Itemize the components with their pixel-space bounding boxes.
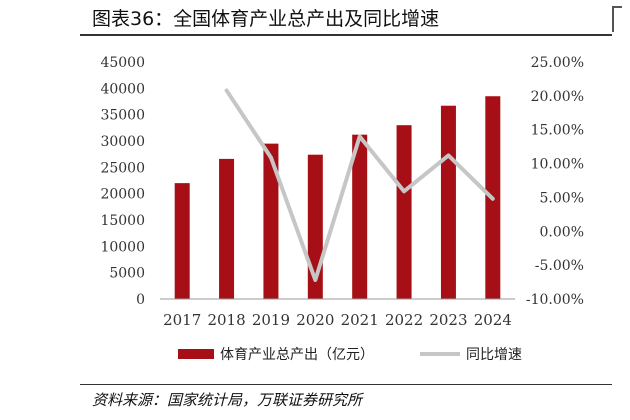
x-tick-label: 2024: [474, 311, 512, 329]
x-axis: 2017 2018 2019 2020 2021 2022 2023 2024: [163, 311, 512, 329]
right-axis: -10.00% -5.00% 0.00% 5.00% 10.00% 15.00% 20.00…: [526, 55, 584, 308]
bar: [396, 125, 412, 299]
x-tick-label: 2023: [429, 311, 467, 329]
right-tick-label: 5.00%: [540, 190, 584, 206]
left-tick-label: 25000: [100, 160, 145, 176]
left-axis: 0 5000 10000 15000 20000 25000 30000 35000 40000…: [100, 55, 145, 308]
chart-canvas: 0 5000 10000 15000 20000 25000 30000 35000 40000…: [100, 55, 584, 363]
bar: [440, 105, 456, 299]
left-tick-label: 0: [136, 292, 145, 308]
left-tick-label: 30000: [100, 134, 145, 150]
x-tick-label: 2017: [163, 311, 201, 329]
bar: [219, 158, 235, 299]
source-note: 资料来源：国家统计局，万联证券研究所: [92, 391, 363, 409]
left-tick-label: 45000: [100, 55, 145, 71]
right-tick-label: 10.00%: [531, 157, 584, 173]
left-tick-label: 5000: [109, 266, 145, 282]
legend-bar-label: 体育产业总产出（亿元）: [220, 347, 374, 363]
x-tick-label: 2018: [207, 311, 245, 329]
left-tick-label: 40000: [100, 81, 145, 97]
corner-mark: [612, 6, 622, 32]
right-tick-label: 15.00%: [531, 123, 584, 139]
x-tick-label: 2021: [341, 311, 379, 329]
bar: [263, 143, 279, 299]
legend: 体育产业总产出（亿元） 同比增速: [178, 347, 522, 363]
right-tick-label: -10.00%: [526, 292, 584, 308]
title-divider: [80, 34, 612, 36]
x-tick-label: 2022: [385, 311, 423, 329]
bar-series: [174, 96, 501, 299]
x-tick-label: 2019: [252, 311, 290, 329]
line-series: [224, 88, 495, 283]
left-tick-label: 10000: [100, 239, 145, 255]
left-tick-label: 15000: [100, 213, 145, 229]
legend-bar-swatch: [178, 349, 214, 359]
left-tick-label: 35000: [100, 108, 145, 124]
left-tick-label: 20000: [100, 187, 145, 203]
source-divider: [80, 384, 612, 385]
bar: [352, 134, 368, 299]
right-tick-label: 20.00%: [531, 89, 584, 105]
right-tick-label: 0.00%: [540, 224, 584, 240]
right-tick-label: 25.00%: [531, 55, 584, 71]
x-tick-label: 2020: [296, 311, 334, 329]
right-tick-label: -5.00%: [535, 258, 584, 274]
chart-title: 图表36：全国体育产业总产出及同比增速: [92, 8, 440, 30]
legend-line-label: 同比增速: [466, 347, 522, 363]
bar: [174, 183, 190, 299]
